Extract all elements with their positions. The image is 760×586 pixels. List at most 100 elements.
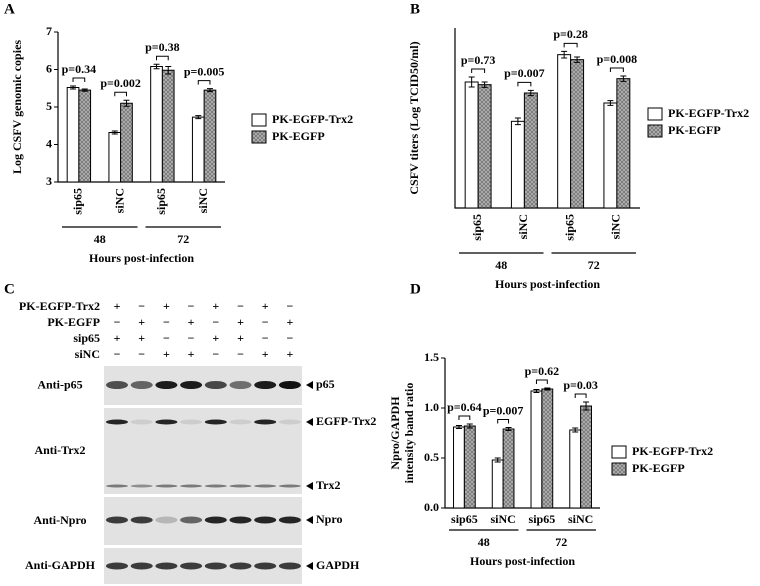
condition-sign: + — [114, 331, 121, 345]
error-bar — [574, 56, 581, 63]
bracket — [497, 419, 510, 424]
bar — [603, 102, 618, 209]
bar — [161, 69, 175, 183]
legend-label: PK-EGFP-Trx2 — [272, 112, 353, 126]
error-bar — [466, 423, 473, 429]
condition-sign: − — [163, 315, 170, 329]
x-axis-label: Hours post-infection — [89, 251, 194, 265]
bracket — [471, 68, 486, 73]
blot-band — [106, 381, 128, 389]
blot-band — [278, 484, 301, 488]
y-tick-label: 5 — [46, 99, 52, 113]
blot-band — [229, 381, 252, 389]
x-tick-label: siNC — [112, 188, 126, 213]
bracket — [517, 81, 532, 87]
blot-band — [278, 562, 301, 570]
x-tick-label: sip65 — [154, 188, 168, 215]
blot-band — [229, 516, 252, 524]
condition-sign: + — [163, 299, 170, 313]
error-bar — [111, 130, 118, 135]
blot-band — [130, 562, 153, 570]
x-tick-label: siNC — [516, 214, 530, 239]
p-value: p=0.73 — [461, 53, 496, 67]
bracket — [609, 67, 624, 72]
condition-sign: + — [237, 331, 244, 345]
error-bar — [468, 76, 475, 88]
blot-band — [204, 562, 227, 570]
condition-sign: + — [212, 331, 219, 345]
blot-band — [204, 381, 227, 389]
error-bar — [455, 425, 462, 429]
blot-band — [155, 419, 178, 425]
bar — [491, 459, 504, 509]
x-tick-label: sip65 — [71, 188, 85, 215]
error-bar — [123, 99, 130, 107]
bracket — [72, 77, 86, 82]
blot-band — [180, 562, 203, 570]
blot-band — [229, 562, 252, 570]
error-bar — [572, 427, 579, 433]
condition-sign: − — [212, 347, 219, 361]
bracket — [563, 42, 578, 48]
condition-label: PK-EGFP-Trx2 — [19, 299, 100, 313]
bracket — [535, 379, 548, 384]
p-value: p=0.03 — [563, 378, 598, 392]
blot-band — [254, 419, 277, 425]
blot-band — [229, 484, 252, 488]
condition-sign: − — [286, 331, 293, 345]
legend-swatch — [611, 445, 627, 459]
condition-label: sip65 — [73, 331, 100, 345]
blot-band — [155, 381, 178, 389]
error-bar — [505, 427, 512, 431]
panel-letter: D — [410, 281, 421, 297]
error-bar — [206, 88, 213, 93]
p-value: p=0.34 — [62, 62, 97, 76]
band-label: Npro — [316, 512, 342, 526]
bar — [510, 120, 525, 209]
bracket — [197, 80, 211, 85]
condition-sign: + — [237, 315, 244, 329]
x-tick-label: siNC — [568, 512, 593, 526]
condition-sign: + — [114, 299, 121, 313]
bar — [502, 428, 515, 509]
blot-band — [130, 516, 153, 524]
condition-sign: − — [237, 299, 244, 313]
condition-sign: + — [286, 315, 293, 329]
condition-label: siNC — [75, 347, 100, 361]
condition-sign: − — [237, 347, 244, 361]
legend-label: PK-EGFP — [272, 129, 325, 143]
blot-band — [180, 484, 203, 488]
bar — [523, 92, 538, 209]
condition-sign: + — [188, 347, 195, 361]
band-arrow — [306, 418, 313, 426]
blot-band — [106, 419, 128, 425]
antibody-label: Anti-GAPDH — [25, 558, 96, 572]
blot-band — [278, 516, 301, 524]
condition-sign: − — [212, 315, 219, 329]
bar — [570, 59, 585, 209]
condition-sign: + — [188, 315, 195, 329]
blot-band — [155, 484, 178, 488]
legend-swatch — [611, 462, 627, 476]
blot-band — [180, 381, 203, 389]
x-tick-label: sip65 — [529, 512, 556, 526]
blot-band — [130, 484, 153, 488]
condition-sign: − — [138, 299, 145, 313]
p-value: p=0.005 — [184, 64, 225, 78]
condition-sign: − — [188, 299, 195, 313]
bar — [66, 87, 80, 183]
condition-sign: − — [188, 331, 195, 345]
blot-band — [278, 381, 301, 389]
blot-band — [254, 516, 277, 524]
bar — [120, 102, 133, 183]
y-tick-label: 6 — [46, 61, 52, 75]
band-label: p65 — [316, 377, 335, 391]
x-tick-label: sip65 — [451, 512, 478, 526]
p-value: p=0.007 — [483, 403, 524, 417]
antibody-label: Anti-Npro — [33, 513, 86, 527]
bar — [580, 405, 592, 509]
condition-sign: + — [163, 347, 170, 361]
x-tick-label: siNC — [196, 188, 210, 213]
bracket — [458, 415, 471, 420]
